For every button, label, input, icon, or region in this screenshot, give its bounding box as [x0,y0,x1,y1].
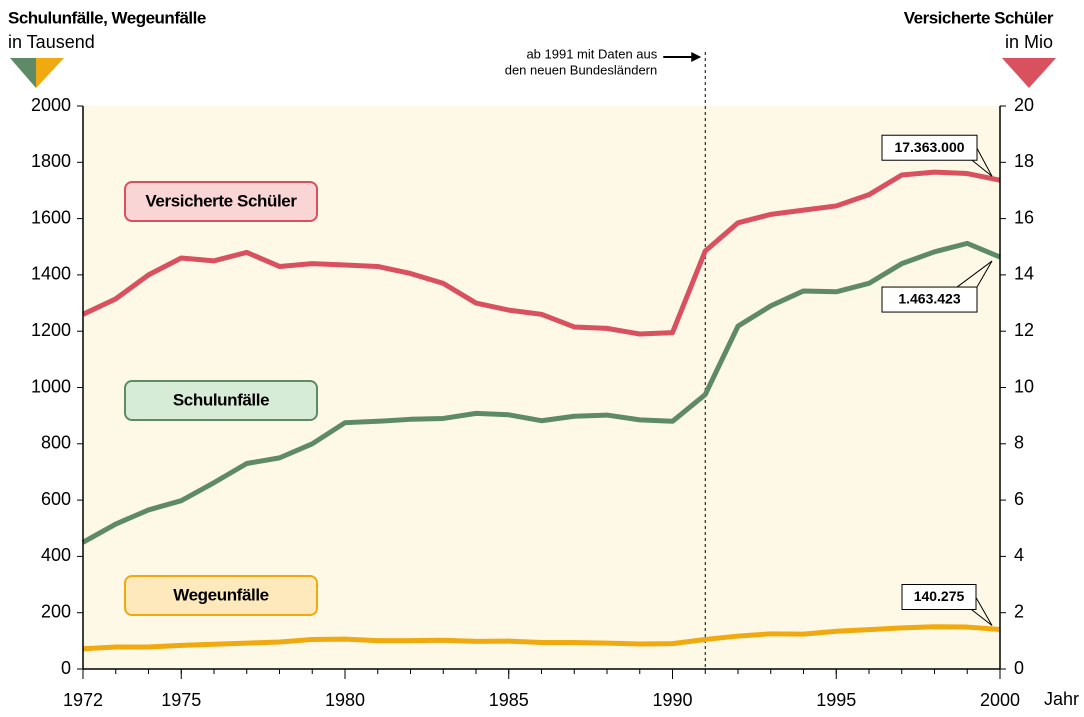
y-tick-label: 1000 [31,376,71,396]
annotation-text: ab 1991 mit Daten aus [526,46,657,61]
annotation-text: den neuen Bundesländern [505,62,658,77]
y2-tick-label: 12 [1014,320,1034,340]
y-tick-label: 0 [61,658,71,678]
y-tick-label: 1600 [31,207,71,227]
series-label: Wegeunfälle [173,585,268,604]
y2-tick-label: 14 [1014,264,1034,284]
series-line [81,240,1001,545]
left-axis-title: Schulunfälle, Wegeunfälle [8,8,206,27]
series-label-box [124,380,318,421]
y2-tick-label: 10 [1014,376,1034,396]
y-tick-label: 1400 [31,264,71,284]
value-label-box [881,134,978,161]
value-label-box [901,584,977,611]
y-tick-label: 400 [41,545,71,565]
x-tick-label: 1980 [325,690,365,710]
x-tick-label: 1985 [489,690,529,710]
value-label-leader [956,260,993,288]
y-tick-label: 2000 [31,95,71,115]
value-label-leader [976,147,993,177]
y2-tick-label: 4 [1014,545,1024,565]
right-marker [1002,58,1056,88]
y2-tick-label: 18 [1014,151,1034,171]
y2-tick-label: 8 [1014,433,1024,453]
series-line [81,169,1001,337]
series-label-box [124,575,318,616]
value-label: 17.363.000 [894,139,964,155]
x-tick-label: 1995 [816,690,856,710]
series-label: Schulunfälle [173,390,269,409]
x-tick-label: 2000 [980,690,1020,710]
y-tick-label: 1200 [31,320,71,340]
series-label-box [124,181,318,222]
x-tick-label: 1972 [63,690,103,710]
value-label-box [881,286,978,313]
y-tick-label: 800 [41,433,71,453]
value-label-leader [975,597,993,626]
value-label: 1.463.423 [898,291,960,307]
series-label: Versicherte Schüler [145,191,297,210]
y2-tick-label: 6 [1014,489,1024,509]
x-axis-title: Jahr [1044,689,1079,709]
y2-tick-label: 0 [1014,658,1024,678]
x-tick-label: 1975 [161,690,201,710]
right-axis-subtitle: in Mio [1005,32,1053,52]
series-line [82,624,1001,652]
annotation-arrowhead [691,52,702,62]
value-label: 140.275 [914,588,965,604]
value-label-leader [976,260,993,288]
y2-tick-label: 2 [1014,601,1024,621]
y-tick-label: 1800 [31,151,71,171]
left-marker [10,58,36,88]
x-tick-label: 1990 [652,690,692,710]
y2-tick-label: 16 [1014,207,1034,227]
y-tick-label: 600 [41,489,71,509]
left-axis-subtitle: in Tausend [8,32,95,52]
left-marker [36,58,64,88]
right-axis-title: Versicherte Schüler [904,8,1054,27]
y-tick-label: 200 [41,601,71,621]
y2-tick-label: 20 [1014,95,1034,115]
